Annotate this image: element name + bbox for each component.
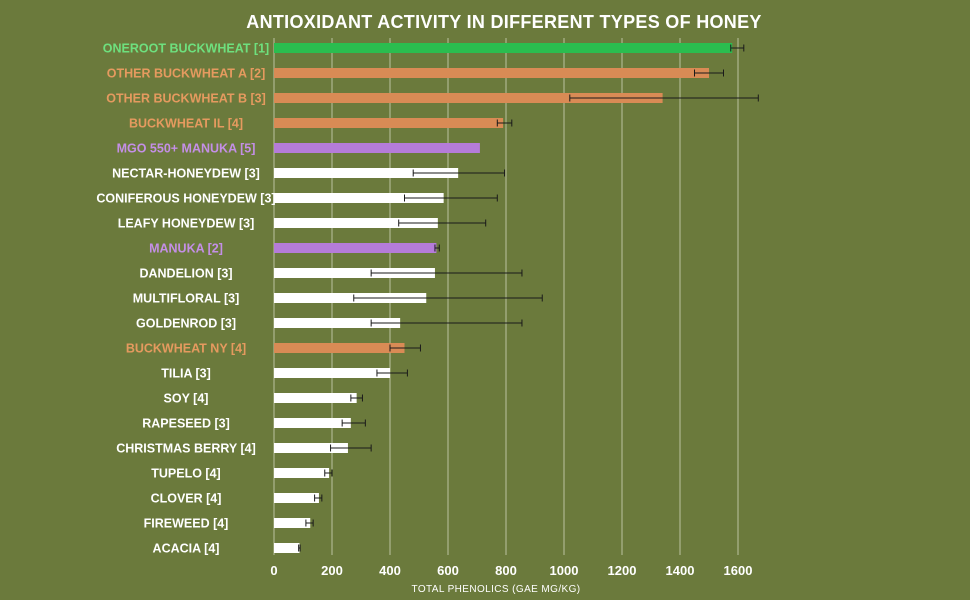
bars: [274, 43, 759, 553]
category-label: BUCKWHEAT NY [4]: [126, 342, 246, 356]
bar: [274, 68, 709, 78]
x-tick-label: 800: [495, 563, 517, 578]
x-axis-title: TOTAL PHENOLICS (GAE MG/KG): [412, 584, 581, 595]
category-label: TUPELO [4]: [151, 467, 220, 481]
category-label: ACACIA [4]: [153, 542, 220, 556]
category-label: NECTAR-HONEYDEW [3]: [112, 167, 260, 181]
x-tick-label: 0: [270, 563, 277, 578]
category-labels: ONEROOT BUCKWHEAT [1] OTHER BUCKWHEAT A […: [96, 42, 275, 556]
category-label: CHRISTMAS BERRY [4]: [116, 442, 256, 456]
x-tick-label: 200: [321, 563, 343, 578]
x-tick-label: 1400: [666, 563, 695, 578]
bar: [274, 268, 435, 278]
category-label: MGO 550+ MANUKA [5]: [117, 142, 256, 156]
category-label: MULTIFLORAL [3]: [133, 292, 239, 306]
bar: [274, 443, 348, 453]
x-tick-label: 400: [379, 563, 401, 578]
category-label: CONIFEROUS HONEYDEW [3]: [96, 192, 275, 206]
bar: [274, 368, 390, 378]
bar: [274, 493, 319, 503]
category-label: OTHER BUCKWHEAT B [3]: [106, 92, 265, 106]
chart-title: ANTIOXIDANT ACTIVITY IN DIFFERENT TYPES …: [246, 12, 761, 32]
category-label: GOLDENROD [3]: [136, 317, 236, 331]
bar: [274, 543, 300, 553]
bar: [274, 418, 351, 428]
bar: [274, 168, 459, 178]
category-label: BUCKWHEAT IL [4]: [129, 117, 243, 131]
category-label: TILIA [3]: [161, 367, 211, 381]
bar: [274, 118, 504, 128]
x-tick-label: 1200: [608, 563, 637, 578]
category-label: RAPESEED [3]: [142, 417, 230, 431]
category-label: LEAFY HONEYDEW [3]: [118, 217, 255, 231]
x-tick-label: 600: [437, 563, 459, 578]
bar: [274, 343, 405, 353]
bar: [274, 293, 427, 303]
x-tick-label: 1600: [724, 563, 753, 578]
category-label: FIREWEED [4]: [144, 517, 229, 531]
category-label: SOY [4]: [164, 392, 209, 406]
category-label: OTHER BUCKWHEAT A [2]: [107, 67, 266, 81]
category-label: MANUKA [2]: [149, 242, 223, 256]
bar: [274, 243, 437, 253]
bar: [274, 193, 444, 203]
bar: [274, 143, 480, 153]
bar: [274, 218, 438, 228]
category-label: ONEROOT BUCKWHEAT [1]: [103, 42, 269, 56]
bar: [274, 518, 311, 528]
bar: [274, 318, 401, 328]
category-label: CLOVER [4]: [151, 492, 222, 506]
bar: [274, 93, 663, 103]
bar: [274, 43, 733, 53]
x-axis-ticks: 0 200 400 600 800 1000 1200 1400 1600: [270, 563, 752, 578]
bar: [274, 468, 330, 478]
bar: [274, 393, 357, 403]
x-tick-label: 1000: [550, 563, 579, 578]
category-label: DANDELION [3]: [139, 267, 232, 281]
